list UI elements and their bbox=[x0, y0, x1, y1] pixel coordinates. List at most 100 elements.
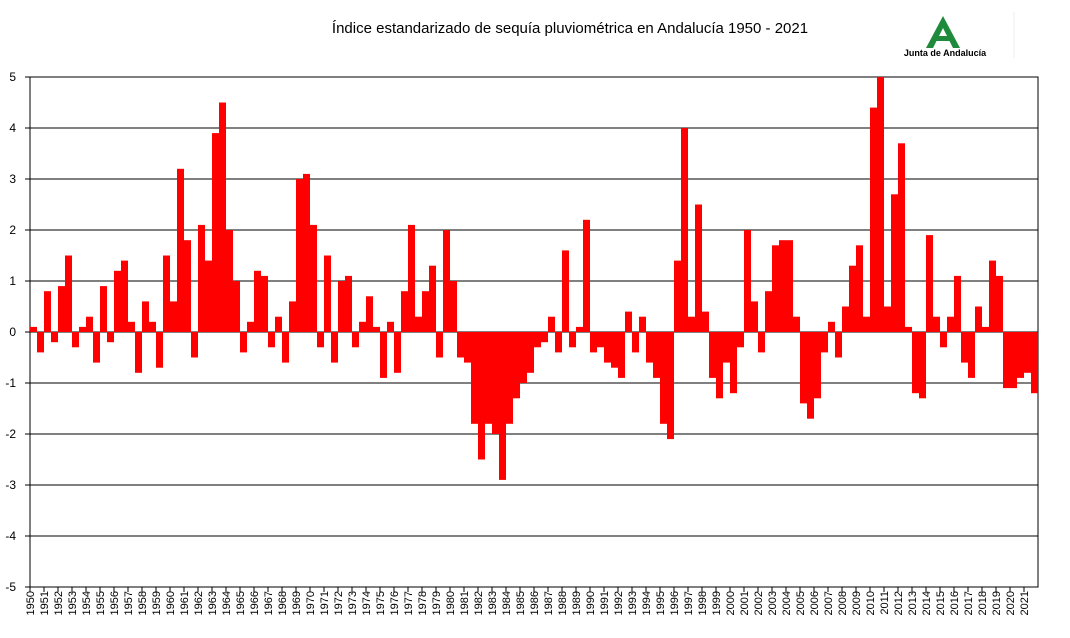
bar bbox=[765, 291, 772, 332]
x-tick-label: 1968 bbox=[277, 591, 289, 615]
bar bbox=[737, 332, 744, 348]
bar bbox=[86, 316, 93, 332]
bar bbox=[828, 321, 835, 332]
bar bbox=[695, 204, 702, 332]
bar bbox=[380, 332, 387, 378]
bar bbox=[191, 332, 198, 358]
x-tick-label: 1985 bbox=[515, 591, 527, 615]
x-tick-label: 1995 bbox=[655, 591, 667, 615]
bar bbox=[898, 143, 905, 332]
x-tick-label: 1988 bbox=[557, 591, 569, 615]
bar bbox=[870, 107, 877, 332]
bar bbox=[240, 332, 247, 353]
bar bbox=[996, 275, 1003, 332]
bar bbox=[107, 332, 114, 343]
bar bbox=[618, 332, 625, 378]
x-tick-label: 1957 bbox=[123, 591, 135, 615]
x-tick-label: 2002 bbox=[753, 591, 765, 615]
bar bbox=[324, 255, 331, 332]
x-tick-label: 2013 bbox=[907, 591, 919, 615]
x-tick-label: 2004 bbox=[781, 591, 793, 615]
x-tick-label: 1973 bbox=[347, 591, 359, 615]
x-tick-label: 2012 bbox=[893, 591, 905, 615]
bar bbox=[919, 332, 926, 399]
x-tick-label: 1994 bbox=[641, 591, 653, 615]
x-tick-label: 2007 bbox=[823, 591, 835, 615]
bar bbox=[205, 260, 212, 332]
x-tick-label: 1998 bbox=[697, 591, 709, 615]
x-tick-label: 2018 bbox=[977, 591, 989, 615]
bar bbox=[849, 265, 856, 332]
x-tick-label: 1981 bbox=[459, 591, 471, 615]
bar bbox=[226, 230, 233, 332]
bar bbox=[527, 332, 534, 373]
x-tick-label: 1977 bbox=[403, 591, 415, 615]
bar bbox=[135, 332, 142, 373]
bar bbox=[58, 286, 65, 332]
bar bbox=[821, 332, 828, 353]
bar bbox=[520, 332, 527, 383]
y-tick-label: -1 bbox=[5, 376, 16, 390]
bar bbox=[1024, 332, 1031, 373]
bar bbox=[268, 332, 275, 348]
x-tick-label: 2003 bbox=[767, 591, 779, 615]
bar bbox=[716, 332, 723, 399]
x-tick-label: 2015 bbox=[935, 591, 947, 615]
bar bbox=[177, 168, 184, 332]
x-tick-label: 2009 bbox=[851, 591, 863, 615]
bar bbox=[247, 321, 254, 332]
bar bbox=[492, 332, 499, 434]
bar bbox=[100, 286, 107, 332]
bar bbox=[982, 326, 989, 332]
x-tick-label: 1987 bbox=[543, 591, 555, 615]
bar bbox=[184, 240, 191, 332]
x-tick-label: 1950 bbox=[25, 591, 37, 615]
bar bbox=[282, 332, 289, 363]
x-tick-label: 1969 bbox=[291, 591, 303, 615]
bar bbox=[1017, 332, 1024, 378]
y-tick-label: 2 bbox=[9, 223, 16, 237]
bar bbox=[856, 245, 863, 332]
bar bbox=[884, 306, 891, 332]
bar bbox=[688, 316, 695, 332]
bar bbox=[1010, 332, 1017, 389]
bar bbox=[709, 332, 716, 378]
x-tick-label: 1959 bbox=[151, 591, 163, 615]
y-tick-label: 0 bbox=[9, 325, 16, 339]
bar bbox=[310, 224, 317, 332]
x-tick-label: 1955 bbox=[95, 591, 107, 615]
bar bbox=[289, 301, 296, 332]
x-tick-label: 1971 bbox=[319, 591, 331, 615]
bar bbox=[303, 173, 310, 332]
bar bbox=[814, 332, 821, 399]
x-tick-label: 1954 bbox=[81, 591, 93, 615]
bar bbox=[597, 332, 604, 348]
x-tick-label: 1970 bbox=[305, 591, 317, 615]
bar bbox=[954, 275, 961, 332]
bar bbox=[590, 332, 597, 353]
bar bbox=[1003, 332, 1010, 389]
x-tick-label: 2005 bbox=[795, 591, 807, 615]
x-tick-label: 1953 bbox=[67, 591, 79, 615]
bar bbox=[842, 306, 849, 332]
bar bbox=[359, 321, 366, 332]
x-tick-label: 1964 bbox=[221, 591, 233, 615]
bar bbox=[660, 332, 667, 424]
bar bbox=[450, 281, 457, 332]
x-tick-label: 2001 bbox=[739, 591, 751, 615]
y-tick-label: 4 bbox=[9, 121, 16, 135]
x-tick-label: 1976 bbox=[389, 591, 401, 615]
y-tick-label: -5 bbox=[5, 580, 16, 594]
bar bbox=[79, 326, 86, 332]
bar bbox=[408, 224, 415, 332]
x-tick-label: 1972 bbox=[333, 591, 345, 615]
y-tick-label: -4 bbox=[5, 529, 16, 543]
x-tick-label: 1952 bbox=[53, 591, 65, 615]
bar bbox=[394, 332, 401, 373]
bar bbox=[968, 332, 975, 378]
bar bbox=[345, 275, 352, 332]
bar bbox=[261, 275, 268, 332]
bar bbox=[583, 219, 590, 332]
bar bbox=[611, 332, 618, 368]
